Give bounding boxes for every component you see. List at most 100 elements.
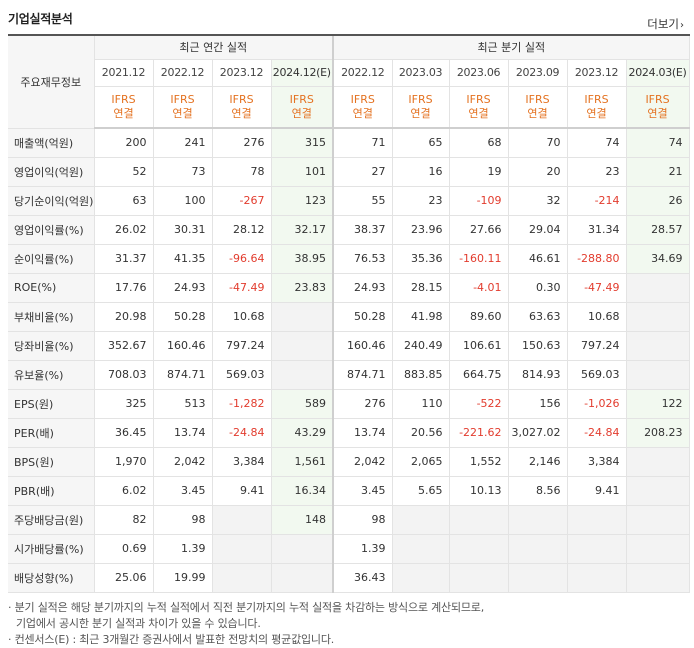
value-cell: 28.57 (626, 215, 690, 245)
consolidated-label: 연결 (172, 106, 193, 120)
accounting-standard-cell: IFRS 연결 (626, 86, 690, 129)
value-cell: 46.61 (508, 244, 568, 274)
row-label: 부채비율(%) (8, 302, 95, 332)
value-cell (567, 563, 627, 593)
value-cell: -214 (567, 186, 627, 216)
accounting-standard-cell: IFRS 연결 (392, 86, 450, 129)
value-cell: 28.12 (212, 215, 272, 245)
quarter-group-header: 최근 분기 실적 (332, 34, 690, 60)
consolidated-label: 연결 (468, 106, 489, 120)
ifrs-label: IFRS (170, 92, 195, 106)
value-cell: 1,561 (271, 447, 334, 477)
row-label: 영업이익률(%) (8, 215, 95, 245)
row-label: 시가배당률(%) (8, 534, 95, 564)
value-cell: 2,146 (508, 447, 568, 477)
ifrs-label: IFRS (466, 92, 491, 106)
value-cell: 3,027.02 (508, 418, 568, 448)
accounting-standard-cell: IFRS 연결 (94, 86, 154, 129)
ifrs-label: IFRS (350, 92, 375, 106)
footnote-2: · 컨센서스(E) : 최근 3개월간 증권사에서 발표한 전망치의 평균값입니… (8, 633, 335, 646)
value-cell: 26.02 (94, 215, 154, 245)
value-cell: 32 (508, 186, 568, 216)
accounting-standard-cell: IFRS 연결 (508, 86, 568, 129)
consolidated-label: 연결 (527, 106, 548, 120)
table-row: PER(배) 36.45 13.74 -24.84 43.29 13.74 20.56 -22… (8, 418, 690, 448)
more-link[interactable]: 더보기› (647, 16, 684, 32)
value-cell (626, 476, 690, 506)
value-cell: 31.37 (94, 244, 154, 274)
value-cell (392, 534, 450, 564)
value-cell (271, 563, 334, 593)
table-row: 순이익률(%) 31.37 41.35 -96.64 38.95 76.53 35.36 -1… (8, 244, 690, 274)
value-cell: 325 (94, 389, 154, 419)
value-cell: 569.03 (212, 360, 272, 390)
value-cell: 16 (392, 157, 450, 187)
value-cell: 19.99 (153, 563, 213, 593)
accounting-standard-cell: IFRS 연결 (212, 86, 272, 129)
value-cell: 883.85 (392, 360, 450, 390)
value-cell: 2,042 (153, 447, 213, 477)
value-cell: 71 (332, 128, 393, 158)
annual-period-header: 2024.12(E) (271, 59, 334, 87)
value-cell: 38.37 (332, 215, 393, 245)
value-cell: 10.68 (212, 302, 272, 332)
row-label: ROE(%) (8, 273, 95, 303)
value-cell: 664.75 (449, 360, 509, 390)
consolidated-label: 연결 (113, 106, 134, 120)
row-label: 배당성향(%) (8, 563, 95, 593)
footnote-1: · 분기 실적은 해당 분기까지의 누적 실적에서 직전 분기까지의 누적 실적… (8, 601, 485, 614)
accounting-standard-cell: IFRS 연결 (332, 86, 393, 129)
value-cell: 148 (271, 505, 334, 535)
value-cell: 50.28 (153, 302, 213, 332)
consolidated-label: 연결 (410, 106, 431, 120)
quarter-period-header: 2023.03 (392, 59, 450, 87)
value-cell: 3.45 (332, 476, 393, 506)
value-cell: 276 (212, 128, 272, 158)
value-cell: -24.84 (212, 418, 272, 448)
value-cell: 100 (153, 186, 213, 216)
value-cell: 569.03 (567, 360, 627, 390)
footnotes: · 분기 실적은 해당 분기까지의 누적 실적에서 직전 분기까지의 누적 실적… (8, 600, 688, 648)
consolidated-label: 연결 (586, 106, 607, 120)
value-cell: -1,026 (567, 389, 627, 419)
value-cell: 36.45 (94, 418, 154, 448)
value-cell: 3.45 (153, 476, 213, 506)
value-cell: 123 (271, 186, 334, 216)
value-cell: -96.64 (212, 244, 272, 274)
value-cell: 874.71 (153, 360, 213, 390)
consolidated-label: 연결 (291, 106, 312, 120)
value-cell (626, 505, 690, 535)
value-cell (271, 302, 334, 332)
value-cell: 708.03 (94, 360, 154, 390)
table-row: 유보율(%) 708.03 874.71 569.03 874.71 883.85 664.… (8, 360, 690, 390)
footnote-1-cont: 기업에서 공시한 분기 실적과 차이가 있을 수 있습니다. (16, 617, 261, 630)
value-cell (626, 447, 690, 477)
value-cell: 589 (271, 389, 334, 419)
value-cell (508, 534, 568, 564)
row-label: PBR(배) (8, 476, 95, 506)
value-cell (271, 331, 334, 361)
value-cell: -47.49 (567, 273, 627, 303)
quarter-period-header: 2023.09 (508, 59, 568, 87)
value-cell (626, 563, 690, 593)
value-cell: 9.41 (567, 476, 627, 506)
value-cell: 874.71 (332, 360, 393, 390)
value-cell: 41.98 (392, 302, 450, 332)
value-cell (212, 505, 272, 535)
value-cell: 10.68 (567, 302, 627, 332)
value-cell: 27.66 (449, 215, 509, 245)
value-cell: 20.98 (94, 302, 154, 332)
value-cell: 74 (626, 128, 690, 158)
value-cell: 30.31 (153, 215, 213, 245)
value-cell: 24.93 (153, 273, 213, 303)
value-cell (449, 534, 509, 564)
consolidated-label: 연결 (647, 106, 668, 120)
ifrs-label: IFRS (229, 92, 254, 106)
value-cell: 73 (153, 157, 213, 187)
value-cell (626, 331, 690, 361)
value-cell: 50.28 (332, 302, 393, 332)
value-cell: 68 (449, 128, 509, 158)
row-label: 주당배당금(원) (8, 505, 95, 535)
accounting-standard-cell: IFRS 연결 (567, 86, 627, 129)
section-title: 기업실적분석 (8, 12, 73, 26)
